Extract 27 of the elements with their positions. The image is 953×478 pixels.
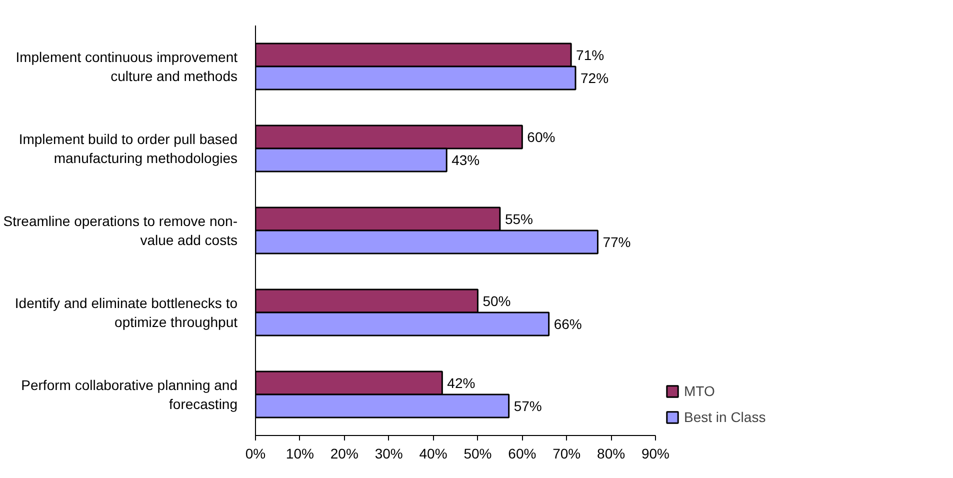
x-tick-label: 30%	[374, 446, 403, 462]
legend-label: Best in Class	[684, 409, 766, 425]
x-tick-label: 40%	[419, 446, 448, 462]
data-label: 71%	[576, 47, 604, 64]
x-tick-label: 70%	[552, 446, 581, 462]
y-tick-label: Streamline operations to remove non-value add costs	[3, 212, 238, 248]
data-label: 77%	[602, 234, 631, 250]
data-label: 60%	[527, 129, 556, 146]
x-tick-label: 60%	[508, 446, 536, 462]
legend-label: MTO	[684, 383, 715, 399]
x-tick-label: 80%	[597, 446, 626, 462]
y-tick-label: Implement continuous improvement culture and methods	[16, 48, 238, 84]
data-label: 50%	[482, 293, 511, 310]
data-label: 43%	[452, 152, 480, 168]
x-tick-label: 0%	[245, 446, 266, 462]
y-tick-label: Identify and eliminate bottlenecks to optimize throughput	[14, 294, 238, 330]
y-tick-label: Implement build to order pull based manufacturing methodologies	[18, 130, 238, 166]
data-label: 42%	[447, 375, 476, 392]
y-tick-label: Perform collaborative planning and forecasting	[21, 376, 238, 412]
data-label: 55%	[504, 211, 533, 228]
data-label: 57%	[514, 398, 542, 414]
x-tick-label: 50%	[464, 446, 492, 462]
data-label: 72%	[580, 70, 609, 86]
data-label: 66%	[554, 316, 582, 332]
x-tick-label: 10%	[286, 446, 314, 462]
x-tick-label: 20%	[330, 446, 358, 462]
x-tick-label: 90%	[641, 446, 670, 462]
